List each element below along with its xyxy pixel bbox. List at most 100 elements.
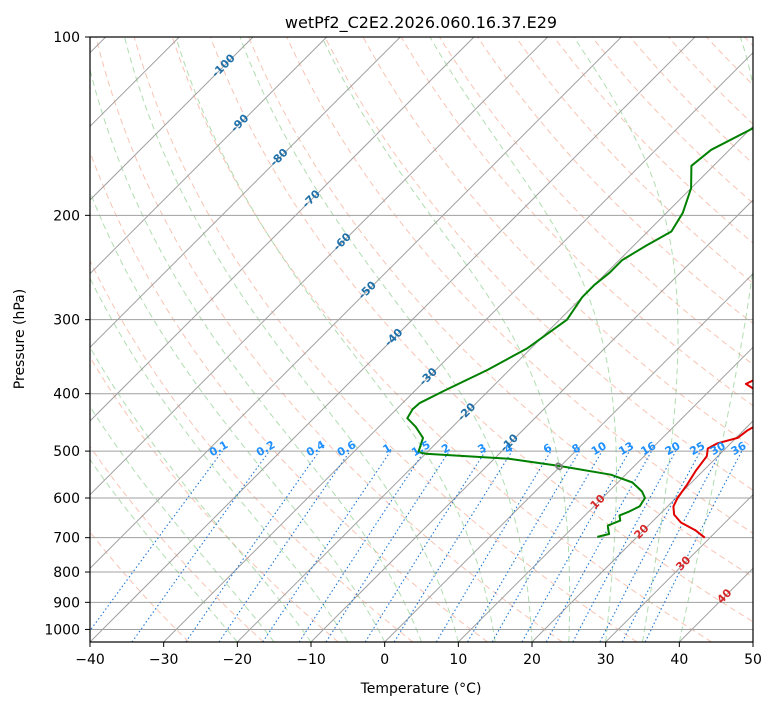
moist-adiabat (90, 405, 275, 642)
background-lines (0, 10, 753, 654)
isotherm-line (383, 272, 753, 642)
profile-lines (406, 127, 753, 539)
dry-adiabat (553, 37, 753, 244)
mixing-ratio-label: 3 (475, 441, 488, 456)
moist-adiabat (90, 346, 312, 642)
isotherm-line (752, 641, 753, 642)
dry-adiabat (90, 356, 339, 642)
isotherm-line (604, 493, 753, 642)
dry-adiabat (95, 37, 563, 642)
x-tick-label: 50 (744, 652, 762, 668)
mixing-ratio-line (262, 450, 392, 642)
mixing-ratio-label: 13 (616, 439, 636, 458)
line-annotations: 0.1 0.2 0.4 0.6 1 1.5 2 3 4 6 8 10 13 16 20 25 30 36-100-… (207, 51, 749, 606)
mixing-ratio-line (435, 450, 552, 642)
mixing-ratio-label: 10 (589, 439, 609, 458)
x-tick-label: 40 (670, 652, 688, 668)
dry-adiabat (591, 37, 753, 204)
mixing-ratio-line (218, 450, 351, 642)
x-axis-title: Temperature (°C) (360, 681, 482, 697)
dry-adiabat (90, 445, 264, 642)
y-tick-label: 900 (53, 595, 80, 611)
dry-adiabat (133, 37, 638, 642)
moist-adiabat (90, 458, 238, 642)
y-tick-label: 200 (53, 208, 80, 224)
mixing-ratio-line (298, 450, 425, 642)
mixing-ratio-line (572, 450, 677, 642)
isotherm-line (531, 420, 753, 642)
isotherm-line (90, 37, 623, 570)
dry-adiabat (668, 37, 753, 125)
moist-adiabat (175, 37, 496, 642)
moist-adiabat (321, 37, 571, 642)
mixing-ratio-line (185, 450, 320, 642)
x-tick-label: −30 (149, 652, 179, 668)
dry-adiabat (171, 37, 712, 642)
isotherm-line (90, 37, 475, 422)
dry-adiabat (706, 37, 753, 86)
moist-adiabat (678, 37, 753, 642)
isotherm-line (310, 199, 753, 642)
y-tick-label: 100 (53, 30, 80, 46)
y-tick-label: 700 (53, 531, 80, 547)
mixing-ratio-label: 16 (638, 439, 658, 458)
isotherm-line (162, 51, 753, 642)
mixing-ratio-label: 0.1 (207, 438, 230, 459)
moist-adiabat (90, 190, 386, 642)
mixing-ratio-label: 20 (663, 439, 683, 458)
mixing-ratio-line (521, 450, 630, 642)
mixing-ratio-line (131, 450, 270, 642)
mixing-ratio-label: 0.4 (304, 438, 328, 459)
dry-adiabat (90, 150, 488, 642)
mixing-ratio-line (325, 450, 450, 642)
isotherm-label: -20 (455, 400, 478, 423)
moist-adiabat (429, 37, 617, 642)
dry-adiabat (629, 37, 753, 165)
isotherm-line (90, 37, 254, 201)
y-axis-title: Pressure (hPa) (12, 289, 28, 389)
mixing-ratio-label: 8 (570, 441, 583, 456)
isotherm-line (90, 37, 696, 642)
mixing-ratio-label: 1.5 (409, 438, 432, 459)
x-tick-label: −40 (75, 652, 105, 668)
dry-adiabat (477, 37, 753, 325)
isotherm-line (236, 125, 753, 642)
y-tick-label: 1000 (44, 622, 80, 638)
mixing-ratio-label: 6 (541, 441, 554, 456)
dry-adiabat (515, 37, 753, 284)
axes: −40 −30 −20 −10 0 10 20 30 40 5010020030040050060… (44, 30, 762, 668)
moist-adiabat (124, 37, 459, 642)
y-tick-label: 300 (53, 313, 80, 329)
mixing-ratio-line (644, 450, 743, 642)
x-tick-label: 0 (380, 652, 389, 668)
dewpoint-profile-line (406, 127, 753, 538)
plot-frame (89, 36, 754, 643)
mixing-ratio-line (545, 450, 653, 642)
x-tick-label: 30 (597, 652, 615, 668)
y-tick-label: 400 (53, 387, 80, 403)
moist-adiabat (90, 67, 422, 642)
isotherm-label: -50 (356, 278, 379, 301)
y-tick-label: 600 (53, 491, 80, 507)
mixing-ratio-line (467, 450, 580, 642)
isotherm-line (90, 37, 549, 496)
isotherm-line (90, 37, 402, 349)
dry-adiabat (324, 37, 753, 491)
dry-adiabat (744, 37, 753, 47)
moist-adiabat (239, 37, 533, 642)
mixing-ratio-line (599, 450, 701, 642)
mixing-ratio-label: 25 (687, 439, 707, 458)
isotherm-line (0, 10, 59, 654)
x-tick-label: −10 (296, 652, 326, 668)
mixing-ratio-label: 1 (381, 441, 394, 456)
y-tick-label: 500 (53, 444, 80, 460)
dry-adiabat (90, 531, 190, 642)
temperature-profile-line (672, 379, 753, 539)
isotherm-label: -80 (267, 146, 290, 169)
dry-adiabat (90, 259, 414, 642)
x-tick-label: 10 (449, 652, 467, 668)
isotherm-line (90, 37, 328, 275)
x-tick-label: −20 (223, 652, 253, 668)
dry-adiabat (400, 37, 753, 407)
mixing-ratio-line (393, 450, 513, 642)
